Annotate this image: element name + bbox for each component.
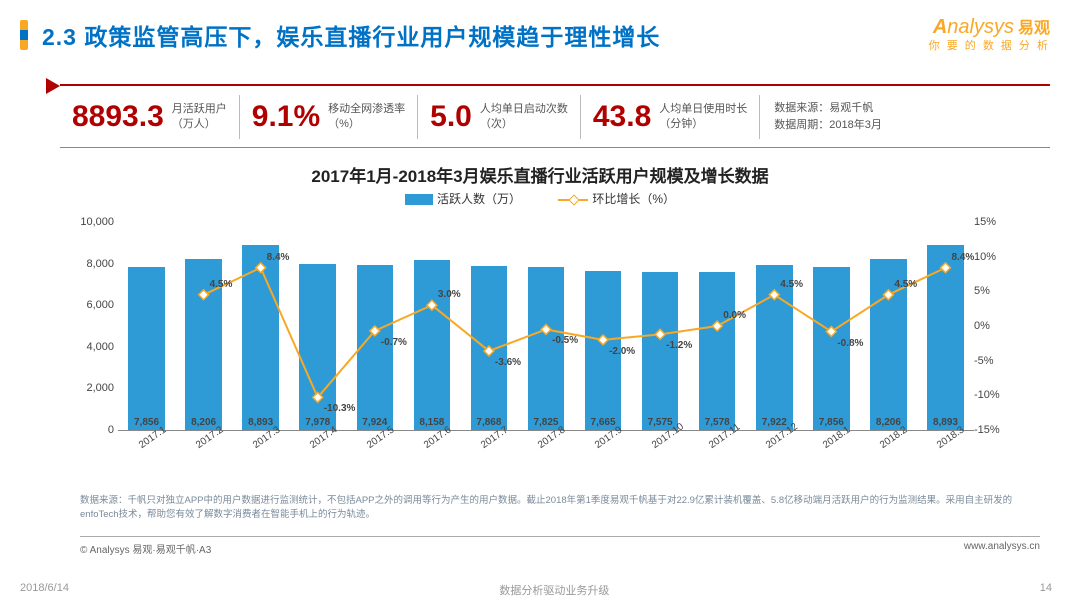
title-accent — [20, 20, 28, 50]
line-value-label: -0.8% — [837, 338, 863, 349]
kpi-item: 9.1% 移动全网渗透率（%） — [240, 95, 418, 139]
footer-center: 数据分析驱动业务升级 — [499, 582, 609, 598]
chart-title: 2017年1月-2018年3月娱乐直播行业活跃用户规模及增长数据 — [0, 162, 1080, 187]
kpi-label: 月活跃用户（万人） — [172, 102, 227, 131]
legend-bar-swatch — [405, 194, 433, 205]
slide: { "header": { "title": "2.3 政策监管高压下，娱乐直播… — [0, 0, 1080, 608]
copyright-row: © Analysys 易观·易观千帆·A3 www.analysys.cn — [80, 536, 1040, 556]
kpi-value: 43.8 — [593, 100, 651, 134]
line-marker — [826, 327, 836, 337]
combo-chart: 02,0004,0006,0008,00010,000 -15%-10%-5%0… — [62, 210, 1022, 470]
y2-tick: 10% — [974, 251, 1026, 263]
kpi-label: 人均单日使用时长（分钟） — [659, 102, 747, 131]
line-marker — [769, 290, 779, 300]
logo-rest: nalysys — [947, 16, 1014, 38]
legend-bar-label: 活跃人数（万） — [437, 192, 521, 206]
y1-axis: 02,0004,0006,0008,00010,000 — [62, 222, 114, 430]
y1-tick: 4,000 — [62, 341, 114, 353]
line-marker — [655, 329, 665, 339]
kpi-label: 移动全网渗透率（%） — [328, 102, 405, 131]
line-marker — [712, 321, 722, 331]
line-value-label: -0.5% — [552, 335, 578, 346]
line-value-label: 4.5% — [780, 279, 803, 290]
y2-tick: 15% — [974, 216, 1026, 228]
logo-tagline: 你 要 的 数 据 分 析 — [929, 37, 1050, 53]
line-value-label: 4.5% — [894, 279, 917, 290]
line-value-label: 8.4% — [267, 252, 290, 263]
kpi-source: 数据来源：易观千帆数据周期：2018年3月 — [760, 100, 882, 133]
footnote: 数据来源：千帆只对独立APP中的用户数据进行监测统计，不包括APP之外的调用等行… — [80, 494, 1040, 523]
line-marker — [598, 335, 608, 345]
line-value-label: -10.3% — [324, 403, 356, 414]
line-marker — [941, 263, 951, 273]
legend-line-swatch — [558, 199, 588, 201]
footer-page: 14 — [1040, 582, 1052, 598]
legend-line-label: 环比增长（%） — [592, 192, 675, 206]
line-value-label: -3.6% — [495, 357, 521, 368]
line-value-label: 8.4% — [951, 252, 974, 263]
y2-tick: -15% — [974, 424, 1026, 436]
footer-date: 2018/6/14 — [20, 582, 69, 598]
kpi-item: 43.8 人均单日使用时长（分钟） — [581, 95, 760, 139]
website: www.analysys.cn — [964, 541, 1040, 556]
y1-tick: 6,000 — [62, 299, 114, 311]
y1-tick: 8,000 — [62, 258, 114, 270]
brand-logo: Analysys易观 你 要 的 数 据 分 析 — [929, 14, 1050, 53]
line-value-label: 4.5% — [210, 279, 233, 290]
footer: 2018/6/14 数据分析驱动业务升级 14 — [20, 582, 1052, 598]
y2-tick: -5% — [974, 355, 1026, 367]
kpi-value: 5.0 — [430, 100, 472, 134]
line-value-label: -0.7% — [381, 337, 407, 348]
kpi-row: 8893.3 月活跃用户（万人） 9.1% 移动全网渗透率（%） 5.0 人均单日启动次数… — [60, 84, 1050, 148]
y1-tick: 2,000 — [62, 382, 114, 394]
line-value-label: -1.2% — [666, 340, 692, 351]
line-value-label: -2.0% — [609, 346, 635, 357]
x-axis: 2017.12017.22017.32017.42017.52017.62017… — [118, 434, 974, 470]
y1-tick: 10,000 — [62, 216, 114, 228]
logo-text: Analysys易观 — [929, 14, 1050, 39]
line-marker — [199, 290, 209, 300]
logo-cn: 易观 — [1018, 20, 1050, 37]
line-layer — [118, 222, 974, 430]
kpi-item: 5.0 人均单日启动次数（次） — [418, 95, 581, 139]
kpi-item: 8893.3 月活跃用户（万人） — [60, 95, 240, 139]
y2-axis: -15%-10%-5%0%5%10%15% — [974, 222, 1026, 430]
line-marker — [883, 290, 893, 300]
kpi-value: 9.1% — [252, 100, 320, 134]
line-value-label: 0.0% — [723, 310, 746, 321]
line-marker — [256, 263, 266, 273]
y2-tick: 5% — [974, 285, 1026, 297]
chart-legend: 活跃人数（万） 环比增长（%） — [0, 190, 1080, 207]
line-value-label: 3.0% — [438, 289, 461, 300]
kpi-value: 8893.3 — [72, 100, 164, 134]
kpi-label: 人均单日启动次数（次） — [480, 102, 568, 131]
plot-area: 7,8568,2068,8937,9787,9248,1587,8687,825… — [118, 222, 974, 430]
y2-tick: -10% — [974, 389, 1026, 401]
y1-tick: 0 — [62, 424, 114, 436]
copyright: © Analysys 易观·易观千帆·A3 — [80, 541, 211, 556]
line-marker — [541, 325, 551, 335]
slide-title: 2.3 政策监管高压下，娱乐直播行业用户规模趋于理性增长 — [42, 18, 660, 52]
logo-a: A — [933, 16, 947, 38]
y2-tick: 0% — [974, 320, 1026, 332]
